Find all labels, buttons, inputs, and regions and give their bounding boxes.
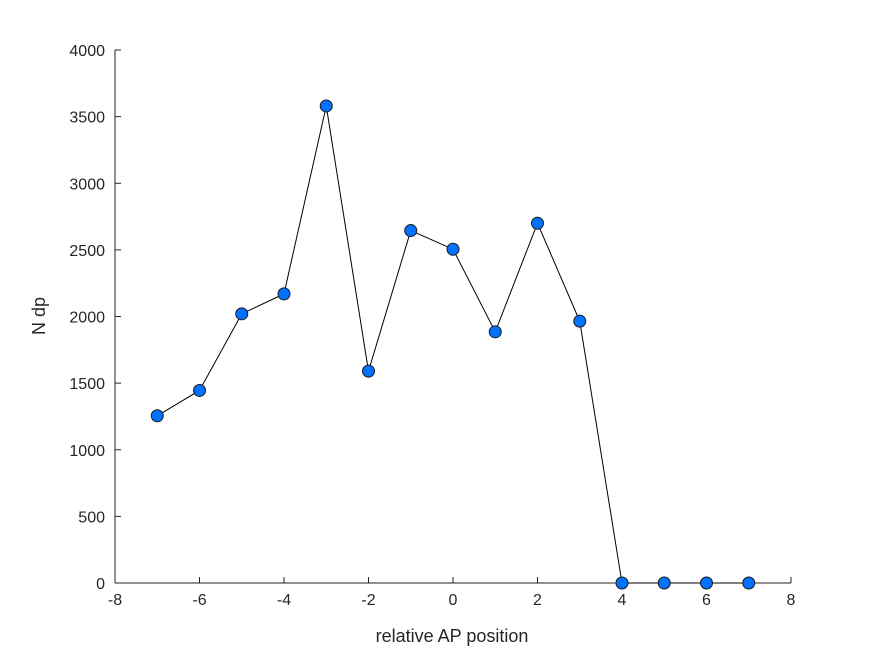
data-point <box>319 99 333 113</box>
series-line <box>156 105 749 584</box>
y-tick-label: 2500 <box>69 243 105 260</box>
x-tick-label: 8 <box>787 592 796 609</box>
data-point <box>277 287 291 301</box>
axes: -8 -6 -4 -2 0 2 4 6 8 0 500 1000 1500 2000 2500 3000 350… <box>69 43 795 609</box>
x-tick-label: 4 <box>618 592 627 609</box>
x-tick-label: -4 <box>277 592 291 609</box>
y-tick-label: 3000 <box>69 176 105 193</box>
x-tick-label: -2 <box>361 592 375 609</box>
y-tick-label: 1000 <box>69 443 105 460</box>
data-point <box>742 576 756 590</box>
x-tick-label: 2 <box>533 592 542 609</box>
y-tick-label: 2000 <box>69 310 105 327</box>
data-point <box>488 325 502 339</box>
data-point <box>657 576 671 590</box>
x-axis-label: relative AP position <box>376 626 529 646</box>
data-point <box>235 307 249 321</box>
data-point <box>446 242 460 256</box>
data-point <box>193 383 206 397</box>
y-tick-label: 3500 <box>69 110 105 127</box>
series-layer <box>150 99 756 590</box>
y-axis-label: N dp <box>29 297 49 335</box>
x-tick-label: 6 <box>702 592 711 609</box>
data-point <box>700 576 713 590</box>
data-point <box>150 409 164 423</box>
y-tick-label: 500 <box>78 509 105 526</box>
y-tick-label: 0 <box>96 576 105 593</box>
x-tick-label: 0 <box>449 592 458 609</box>
data-point <box>362 364 375 378</box>
data-point <box>615 576 629 590</box>
x-tick-label: -6 <box>192 592 206 609</box>
data-point <box>573 314 587 328</box>
y-tick-label: 1500 <box>69 376 105 393</box>
data-point <box>404 224 418 238</box>
data-point <box>531 216 544 230</box>
x-tick-label: -8 <box>108 592 122 609</box>
y-tick-label: 4000 <box>69 43 105 60</box>
